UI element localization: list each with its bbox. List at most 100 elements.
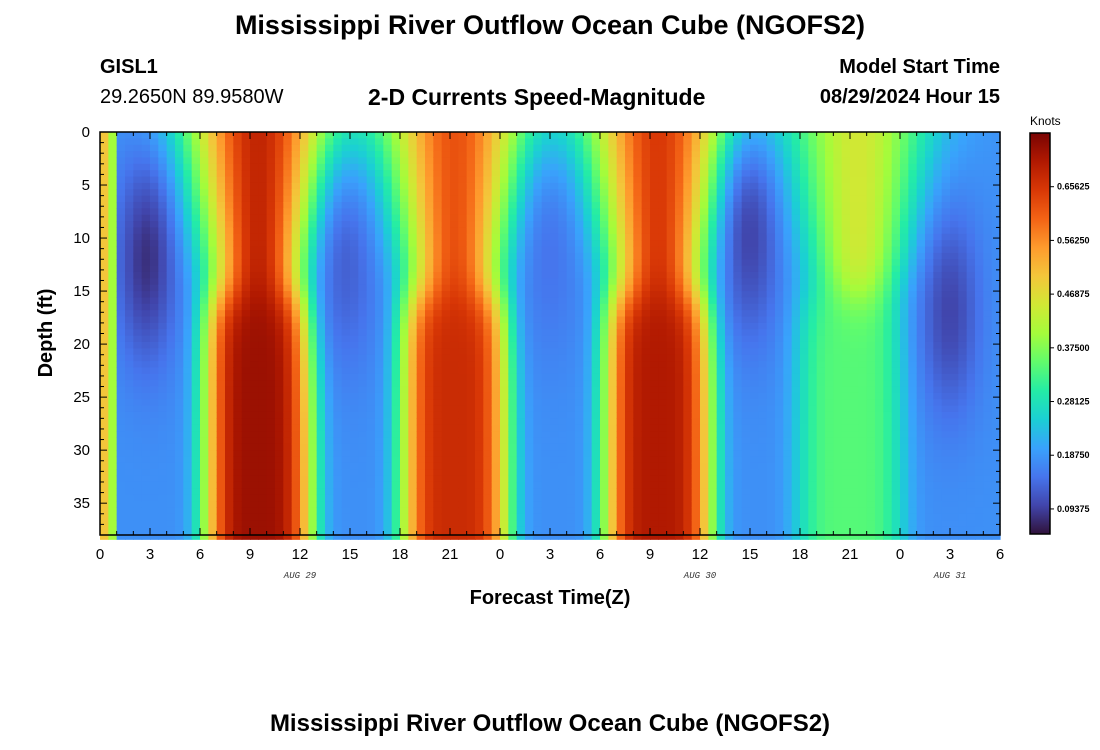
heatmap-cell: [308, 201, 318, 209]
heatmap-cell: [458, 291, 468, 299]
heatmap-cell: [708, 227, 718, 235]
heatmap-cell: [500, 341, 509, 349]
heatmap-cell: [550, 488, 559, 496]
heatmap-cell: [700, 443, 709, 451]
heatmap-cell: [383, 208, 393, 216]
heatmap-cell: [550, 163, 559, 171]
heatmap-cell: [533, 246, 543, 254]
heatmap-cell: [225, 221, 234, 229]
heatmap-cell: [333, 341, 343, 349]
heatmap-cell: [308, 316, 318, 324]
heatmap-cell: [391, 373, 401, 381]
heatmap-cell: [333, 284, 343, 292]
heatmap-cell: [741, 411, 751, 419]
heatmap-cell: [141, 201, 151, 209]
heatmap-cell: [391, 303, 401, 311]
heatmap-cell: [125, 526, 134, 534]
heatmap-cell: [458, 259, 468, 267]
heatmap-cell: [216, 513, 226, 521]
heatmap-cell: [225, 246, 234, 254]
heatmap-cell: [241, 303, 251, 311]
heatmap-cell: [591, 361, 601, 369]
heatmap-cell: [508, 322, 518, 330]
heatmap-cell: [183, 322, 193, 330]
heatmap-cell: [716, 367, 726, 375]
heatmap-cell: [591, 386, 601, 394]
heatmap-cell: [600, 532, 609, 540]
heatmap-cell: [433, 354, 443, 362]
heatmap-cell: [116, 405, 126, 413]
heatmap-cell: [133, 132, 143, 139]
heatmap-cell: [200, 151, 209, 159]
heatmap-cell: [566, 431, 576, 439]
heatmap-cell: [683, 354, 693, 362]
heatmap-cell: [383, 271, 393, 279]
heatmap-cell: [616, 297, 626, 305]
heatmap-cell: [241, 450, 251, 458]
heatmap-cell: [591, 526, 601, 534]
heatmap-cell: [400, 450, 409, 458]
heatmap-cell: [516, 488, 526, 496]
heatmap-cell: [358, 526, 368, 534]
heatmap-cell: [458, 284, 468, 292]
heatmap-cell: [350, 513, 359, 521]
heatmap-cell: [283, 418, 293, 426]
heatmap-cell: [408, 373, 418, 381]
heatmap-cell: [658, 532, 668, 540]
heatmap-cell: [233, 259, 243, 267]
heatmap-cell: [700, 195, 709, 203]
heatmap-cell: [450, 252, 459, 260]
heatmap-cell: [400, 513, 409, 521]
heatmap-cell: [366, 265, 376, 273]
heatmap-cell: [741, 271, 751, 279]
heatmap-cell: [741, 405, 751, 413]
heatmap-cell: [591, 456, 601, 464]
heatmap-cell: [308, 227, 318, 235]
heatmap-cell: [258, 424, 268, 432]
heatmap-cell: [191, 259, 201, 267]
heatmap-cell: [608, 437, 618, 445]
heatmap-cell: [125, 271, 134, 279]
heatmap-cell: [366, 399, 376, 407]
heatmap-cell: [108, 246, 118, 254]
heatmap-cell: [108, 501, 118, 509]
heatmap-cell: [100, 513, 109, 521]
heatmap-cell: [741, 386, 751, 394]
heatmap-cell: [258, 132, 268, 139]
heatmap-cell: [600, 392, 609, 400]
heatmap-cell: [233, 513, 243, 521]
heatmap-cell: [700, 507, 709, 515]
heatmap-cell: [375, 520, 384, 528]
heatmap-cell: [516, 189, 526, 197]
heatmap-cell: [558, 450, 568, 458]
heatmap-cell: [725, 399, 734, 407]
heatmap-cell: [341, 411, 351, 419]
heatmap-cell: [225, 138, 234, 146]
heatmap-cell: [675, 437, 684, 445]
heatmap-cell: [433, 450, 443, 458]
heatmap-cell: [600, 513, 609, 521]
heatmap-cell: [416, 151, 426, 159]
heatmap-cell: [125, 170, 134, 178]
heatmap-cell: [250, 176, 259, 184]
heatmap-cell: [600, 399, 609, 407]
heatmap-cell: [641, 354, 651, 362]
heatmap-cell: [425, 456, 434, 464]
heatmap-cell: [383, 481, 393, 489]
heatmap-cell: [208, 259, 218, 267]
heatmap-cell: [350, 475, 359, 483]
heatmap-cell: [575, 310, 584, 318]
heatmap-cell: [666, 386, 676, 394]
heatmap-cell: [358, 488, 368, 496]
heatmap-cell: [216, 494, 226, 502]
heatmap-cell: [275, 348, 284, 356]
heatmap-cell: [500, 176, 509, 184]
heatmap-cell: [150, 513, 159, 521]
heatmap-cell: [275, 291, 284, 299]
heatmap-cell: [450, 271, 459, 279]
heatmap-cell: [308, 526, 318, 534]
heatmap-cell: [616, 316, 626, 324]
heatmap-cell: [575, 297, 584, 305]
heatmap-cell: [150, 469, 159, 477]
heatmap-cell: [150, 437, 159, 445]
